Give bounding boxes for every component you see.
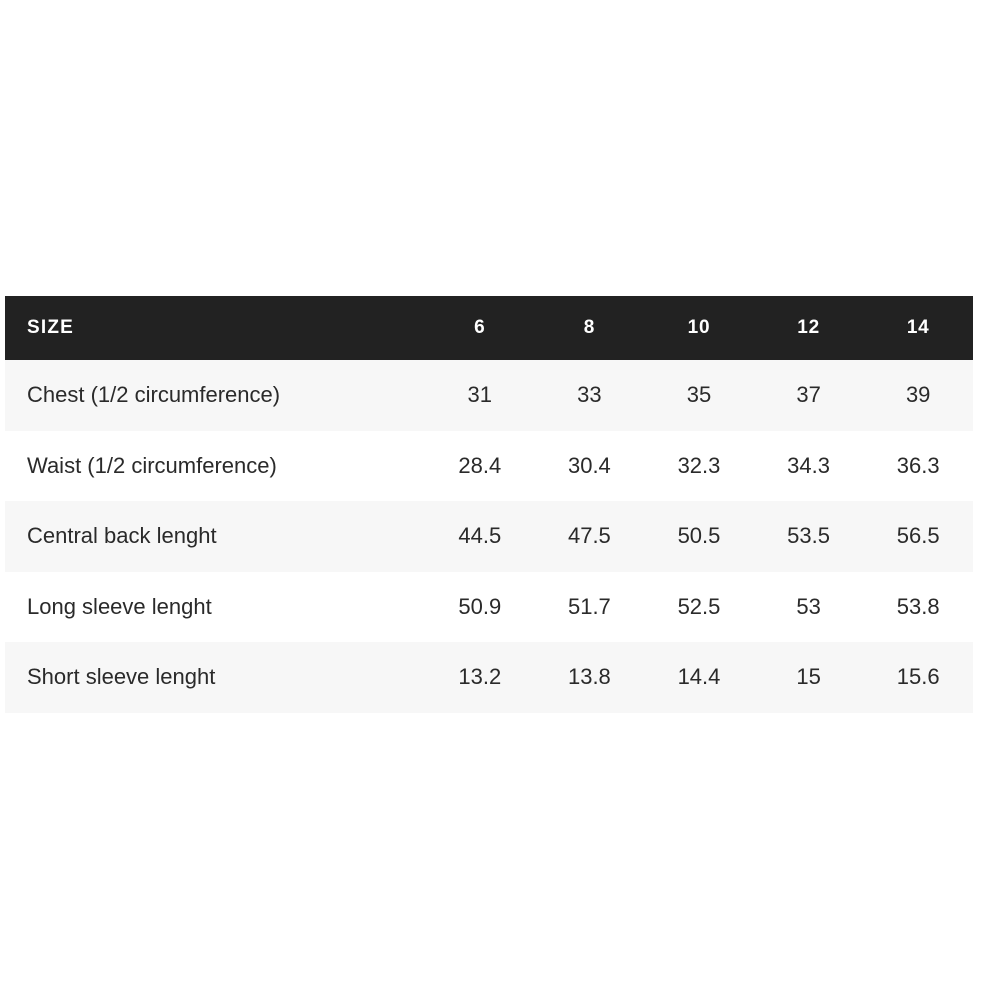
cell-short-sleeve-lenght-12: 15	[796, 664, 821, 690]
header-cell-size-12: 12	[797, 317, 820, 338]
row-label-chest: Chest (1/2 circumference)	[27, 382, 281, 408]
cell-waist-12: 34.3	[787, 452, 830, 478]
cell-long-sleeve-lenght-10: 52.5	[677, 593, 721, 619]
cell-central-back-lenght-6: 44.5	[458, 523, 502, 549]
cell-long-sleeve-lenght-14: 53.8	[896, 593, 940, 619]
cell-short-sleeve-lenght-10: 14.4	[677, 664, 721, 690]
size-chart-body: Chest (1/2 circumference) 31 33 35 37 39…	[5, 360, 973, 713]
cell-chest-8: 33	[577, 382, 602, 408]
table-row: Long sleeve lenght 50.9 51.7 52.5 53 53.…	[5, 571, 973, 642]
header-cell-size-14: 14	[906, 317, 930, 338]
cell-central-back-lenght-12: 53.5	[787, 523, 830, 549]
header-cell-size-6: 6	[474, 317, 486, 338]
cell-waist-6: 28.4	[458, 452, 502, 478]
row-label-short-sleeve-lenght: Short sleeve lenght	[27, 664, 216, 690]
cell-short-sleeve-lenght-8: 13.8	[567, 664, 611, 690]
row-label-central-back-lenght: Central back lenght	[27, 523, 217, 549]
header-cell-size: SIZE	[27, 317, 75, 338]
cell-chest-14: 39	[905, 382, 931, 408]
cell-waist-10: 32.3	[677, 452, 721, 478]
cell-long-sleeve-lenght-8: 51.7	[567, 593, 611, 619]
cell-chest-6: 31	[467, 382, 493, 408]
cell-central-back-lenght-14: 56.5	[896, 523, 940, 549]
cell-chest-12: 37	[796, 382, 821, 408]
row-label-waist: Waist (1/2 circumference)	[27, 452, 277, 478]
cell-short-sleeve-lenght-14: 15.6	[896, 664, 940, 690]
table-row: Short sleeve lenght 13.2 13.8 14.4 15 15…	[5, 642, 973, 713]
cell-central-back-lenght-10: 50.5	[677, 523, 721, 549]
header-cell-size-10: 10	[687, 317, 711, 338]
size-chart-table: SIZE 6 8 10 12 14 Chest (1/2 circumferen…	[5, 296, 973, 713]
cell-short-sleeve-lenght-6: 13.2	[458, 664, 502, 690]
cell-long-sleeve-lenght-6: 50.9	[458, 593, 502, 619]
cell-waist-8: 30.4	[567, 452, 611, 478]
table-row: Central back lenght 44.5 47.5 50.5 53.5 …	[5, 501, 973, 572]
header-row: SIZE 6 8 10 12 14	[5, 296, 973, 360]
cell-long-sleeve-lenght-12: 53	[796, 593, 821, 619]
table-row: Waist (1/2 circumference) 28.4 30.4 32.3…	[5, 430, 973, 501]
cell-central-back-lenght-8: 47.5	[567, 523, 611, 549]
table-row: Chest (1/2 circumference) 31 33 35 37 39	[5, 360, 973, 431]
cell-waist-14: 36.3	[896, 452, 940, 478]
cell-chest-10: 35	[686, 382, 712, 408]
size-chart-header: SIZE 6 8 10 12 14	[5, 296, 973, 360]
header-cell-size-8: 8	[583, 317, 596, 338]
row-label-long-sleeve-lenght: Long sleeve lenght	[27, 593, 212, 619]
